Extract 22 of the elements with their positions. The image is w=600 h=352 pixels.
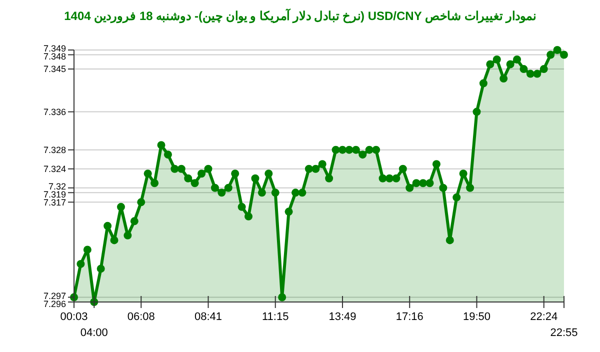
x-tick-label: 19:50 — [462, 311, 491, 323]
y-tick-label: 7.348 — [43, 52, 66, 62]
x-tick-label: 00:03 — [60, 311, 88, 323]
y-tick-label: 7.345 — [43, 64, 66, 74]
x-tick-label: 06:08 — [127, 311, 155, 323]
y-tick-label: 7.317 — [43, 197, 66, 208]
x-tick-label: 08:41 — [194, 311, 222, 323]
y-tick-label: 7.324 — [43, 164, 66, 174]
x-tick-label: 22:55 — [550, 327, 578, 339]
y-tick-label: 7.349 — [43, 44, 66, 54]
x-tick-label: 17:16 — [396, 311, 424, 323]
x-tick-label: 11:15 — [262, 311, 289, 323]
x-tick-label: 13:49 — [328, 311, 356, 323]
x-tick-label: 04:00 — [80, 327, 108, 339]
y-tick-label: 7.319 — [43, 189, 66, 200]
y-tick-label: 7.32 — [48, 181, 66, 192]
y-tick-label: 7.328 — [43, 145, 66, 155]
y-tick-label: 7.296 — [43, 298, 66, 309]
y-tick-label: 7.297 — [43, 290, 66, 301]
x-tick-label: 22:24 — [530, 311, 558, 323]
y-tick-label: 7.336 — [43, 106, 66, 117]
chart-title: نمودار تغییرات شاخص USD/CNY (نرخ تبادل دلار آمریکا و یوان چین)- دوشنبه 18 فروردین 1404 — [64, 7, 536, 24]
